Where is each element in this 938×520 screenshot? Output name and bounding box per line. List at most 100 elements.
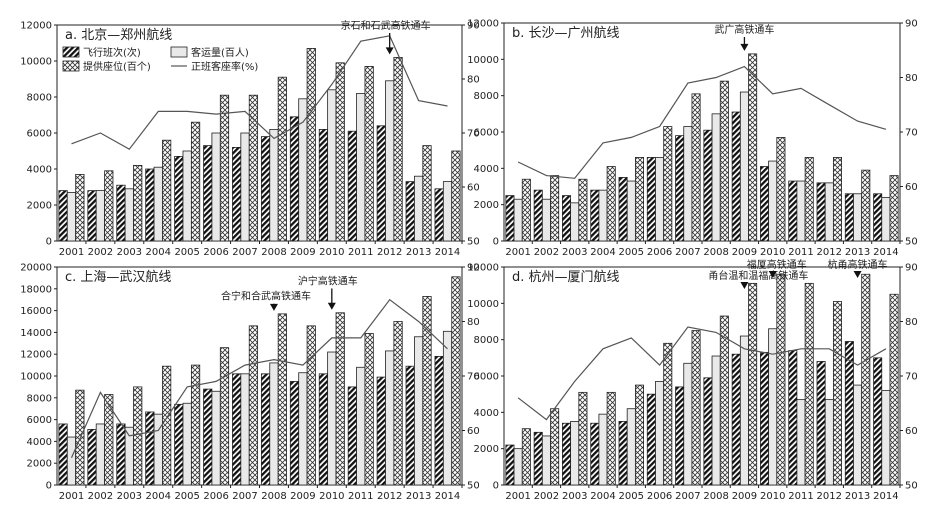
- bar: [739, 335, 749, 486]
- y-tick-label: 10000: [467, 55, 499, 66]
- y2-tick-label: 90: [905, 263, 918, 274]
- bar: [442, 181, 453, 242]
- y-tick-label: 8000: [474, 91, 499, 102]
- bar: [376, 125, 386, 242]
- y-tick-label: 0: [493, 481, 499, 492]
- bar: [889, 175, 899, 242]
- bar: [364, 66, 374, 242]
- bar: [318, 128, 329, 242]
- x-tick-label: 2006: [203, 247, 228, 258]
- y2-tick-label: 80: [905, 73, 918, 84]
- panel-title: a. 北京—郑州航线: [65, 27, 172, 43]
- bar: [719, 80, 729, 242]
- y2-tick-label: 90: [467, 263, 480, 274]
- x-tick-label: 2006: [203, 491, 228, 502]
- chart-panel-1: 0 2000 4000 6000 8000 10000 12000 50 60 70 80 90 200…: [20, 19, 480, 258]
- x-tick-label: 2014: [435, 247, 460, 258]
- bar: [182, 402, 192, 486]
- bar: [675, 135, 685, 242]
- bar: [347, 130, 357, 242]
- bar: [731, 111, 741, 242]
- x-tick-label: 2005: [619, 491, 644, 502]
- x-tick-label: 2001: [59, 247, 84, 258]
- y2-tick-label: 50: [905, 237, 918, 248]
- bar: [203, 388, 213, 486]
- bar: [269, 128, 279, 242]
- y2-tick-label: 50: [467, 237, 480, 248]
- bar: [306, 325, 316, 486]
- bar: [533, 431, 543, 486]
- bar: [95, 423, 105, 486]
- load-factor-line: [70, 298, 448, 459]
- legend-label: 提供座位(百个): [83, 60, 151, 73]
- bar: [66, 191, 77, 242]
- bar: [804, 157, 814, 242]
- annotation-label: 武广高铁通车: [714, 23, 774, 36]
- bar: [219, 347, 230, 486]
- bar: [182, 150, 192, 242]
- y-tick-label: 10000: [20, 57, 52, 68]
- bar: [505, 444, 515, 486]
- panel-title: d. 杭州—厦门航线: [512, 269, 620, 285]
- bar: [541, 435, 551, 486]
- bar: [590, 189, 600, 242]
- bar: [376, 376, 386, 486]
- x-tick-label: 2003: [117, 247, 142, 258]
- bar: [646, 157, 656, 242]
- y-tick-label: 2000: [474, 200, 499, 211]
- bar: [521, 178, 531, 242]
- bar: [788, 180, 798, 242]
- x-tick-label: 2014: [873, 247, 898, 258]
- bar: [562, 195, 572, 242]
- bar: [606, 391, 616, 486]
- bar: [663, 342, 673, 486]
- bar: [748, 53, 758, 242]
- bar: [816, 182, 826, 242]
- x-tick-label: 2014: [435, 491, 460, 502]
- bar: [335, 312, 345, 486]
- bar: [153, 166, 163, 242]
- x-tick-label: 2007: [675, 247, 700, 258]
- bar: [550, 175, 560, 242]
- y-tick-label: 12000: [467, 19, 499, 30]
- x-tick-label: 2003: [562, 491, 587, 502]
- y-tick-label: 10000: [467, 299, 499, 310]
- bar: [327, 89, 337, 242]
- bar: [505, 195, 515, 242]
- bar: [248, 94, 259, 242]
- x-tick-label: 2009: [290, 491, 315, 502]
- y-tick-label: 12000: [467, 263, 499, 274]
- bar: [269, 362, 279, 486]
- x-tick-label: 2002: [88, 491, 113, 502]
- annotation-label: 合宁和合武高铁通车: [221, 290, 311, 303]
- bar: [513, 198, 523, 242]
- bar: [211, 390, 221, 486]
- bar: [153, 413, 163, 486]
- y-tick-label: 14000: [20, 328, 52, 339]
- bar: [861, 169, 871, 242]
- bar: [451, 276, 461, 486]
- bar: [335, 62, 345, 242]
- bar: [385, 80, 395, 242]
- bar: [405, 181, 415, 242]
- bar: [796, 399, 806, 486]
- y2-tick-label: 80: [905, 317, 918, 328]
- bar: [776, 137, 786, 242]
- chart-panel-3: 0 2000 4000 6000 8000 10000 12000 14000 16000 180…: [20, 263, 480, 503]
- x-tick-label: 2012: [377, 491, 402, 502]
- bar: [116, 184, 126, 242]
- x-tick-label: 2012: [817, 491, 842, 502]
- bar: [393, 321, 403, 486]
- bar: [570, 421, 580, 486]
- x-tick-label: 2007: [232, 247, 257, 258]
- y-tick-label: 2000: [27, 201, 52, 212]
- y2-tick-label: 80: [467, 75, 480, 86]
- legend-swatch: [170, 46, 188, 58]
- bar: [550, 408, 560, 486]
- bar: [405, 365, 415, 486]
- bar: [711, 113, 721, 242]
- y-tick-label: 6000: [27, 129, 52, 140]
- load-factor-line: [517, 326, 887, 421]
- bar: [364, 333, 374, 486]
- bar: [58, 190, 68, 242]
